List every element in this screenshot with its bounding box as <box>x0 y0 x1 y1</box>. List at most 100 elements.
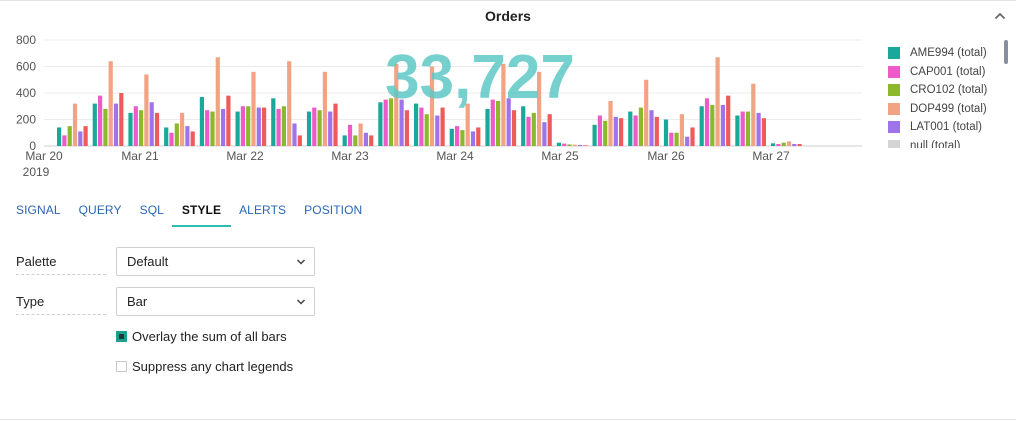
x-tick-label: Mar 25 <box>541 149 579 163</box>
legend-swatch <box>888 121 900 134</box>
bar <box>133 106 138 146</box>
bar <box>383 99 388 146</box>
bar <box>583 145 588 146</box>
bar <box>511 110 517 146</box>
bar <box>419 107 424 146</box>
bar <box>756 112 761 146</box>
legend-item[interactable]: null (total) <box>888 137 1006 148</box>
bar <box>435 115 440 146</box>
bar <box>679 114 684 146</box>
bar <box>297 135 302 146</box>
panel-top-border <box>0 0 1016 1</box>
bar <box>449 128 454 146</box>
bar <box>572 144 577 146</box>
overlay-sum-label: Overlay the sum of all bars <box>132 329 287 344</box>
bar <box>164 127 169 146</box>
bar <box>608 100 613 146</box>
suppress-legends-option[interactable]: Suppress any chart legends <box>116 359 293 374</box>
legend-item[interactable]: AME994 (total) <box>888 44 1006 63</box>
bar <box>174 123 179 146</box>
bar <box>638 107 643 146</box>
y-tick-label: 400 <box>16 86 36 100</box>
bar <box>470 131 476 146</box>
x-tick-label: Mar 22 <box>226 149 264 163</box>
tab-query[interactable]: QUERY <box>78 203 122 217</box>
legend-item[interactable]: LAT001 (total) <box>888 118 1006 137</box>
suppress-legends-checkbox[interactable] <box>116 361 127 372</box>
bar <box>613 116 618 146</box>
overlay-sum-checkbox[interactable] <box>116 331 127 342</box>
bar <box>740 111 745 146</box>
bar <box>704 98 710 146</box>
bar <box>761 118 766 146</box>
bar <box>490 99 495 146</box>
bar <box>144 74 149 146</box>
tab-signal[interactable]: SIGNAL <box>16 203 61 217</box>
type-select[interactable]: Bar <box>116 287 315 316</box>
bar <box>139 110 144 146</box>
bar <box>347 124 353 146</box>
tab-position[interactable]: POSITION <box>304 203 363 217</box>
bar <box>597 115 602 146</box>
bar <box>399 99 404 146</box>
legend-swatch <box>888 84 900 97</box>
bar <box>388 98 394 146</box>
bar <box>276 108 281 146</box>
palette-select-value: Default <box>127 254 169 269</box>
bar <box>720 104 725 146</box>
bar <box>190 131 195 146</box>
bar <box>256 107 261 146</box>
legend-item[interactable]: CRO102 (total) <box>888 81 1006 100</box>
bar <box>663 119 669 146</box>
bar <box>92 103 97 146</box>
legend-item[interactable]: DOP499 (total) <box>888 100 1006 119</box>
bar <box>210 111 215 146</box>
legend-label: CAP001 (total) <box>910 65 986 78</box>
x-tick-label: Mar 26 <box>647 149 685 163</box>
bar <box>62 135 67 146</box>
legend-label: AME994 (total) <box>910 47 987 60</box>
bar <box>113 103 119 146</box>
bar <box>149 102 154 146</box>
bar <box>317 110 322 146</box>
tab-sql[interactable]: SQL <box>139 203 164 217</box>
bar <box>547 114 552 146</box>
legend-item[interactable]: CAP001 (total) <box>888 63 1006 82</box>
bar <box>262 107 267 146</box>
bar <box>240 106 245 146</box>
bar <box>506 98 511 146</box>
bar <box>745 111 751 146</box>
y-tick-label: 0 <box>29 139 36 153</box>
bar <box>108 61 113 147</box>
tab-style[interactable]: STYLE <box>171 203 232 227</box>
bar <box>578 144 583 146</box>
bar <box>526 116 531 146</box>
legend-swatch <box>888 139 900 148</box>
bar <box>567 144 572 146</box>
bar <box>251 71 256 146</box>
legend-scrollbar[interactable] <box>1004 40 1008 64</box>
bar <box>628 111 633 146</box>
overlay-sum-option[interactable]: Overlay the sum of all bars <box>116 329 287 344</box>
palette-label: Palette <box>16 254 106 275</box>
bar <box>440 107 445 146</box>
bar <box>562 143 567 146</box>
bar <box>358 123 363 146</box>
collapse-button[interactable] <box>990 8 1010 24</box>
bar <box>649 110 654 146</box>
bar <box>185 126 190 146</box>
bar <box>726 95 731 146</box>
tab-alerts[interactable]: ALERTS <box>239 203 287 217</box>
bar <box>521 106 526 146</box>
legend-label: CRO102 (total) <box>910 84 988 97</box>
bar <box>78 131 83 146</box>
bar <box>674 132 679 146</box>
legend-swatch <box>888 47 900 60</box>
bar <box>690 127 695 146</box>
palette-select[interactable]: Default <box>116 247 315 276</box>
bar <box>292 123 297 146</box>
x-tick-label: Mar 27 <box>752 149 790 163</box>
bar <box>786 141 792 146</box>
bar <box>281 106 286 146</box>
